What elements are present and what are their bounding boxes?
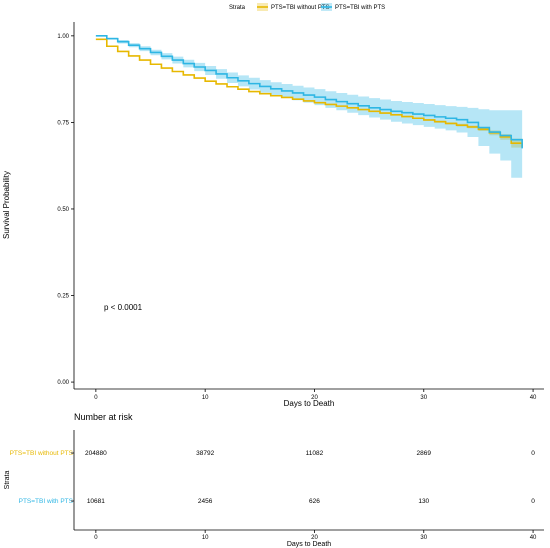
risk-row-label: PTS=TBI without PTS — [10, 450, 74, 457]
risk-count: 0 — [531, 498, 535, 505]
risk-x-tick-label: 40 — [530, 535, 537, 541]
risk-count: 2456 — [198, 498, 213, 505]
risk-count: 10681 — [87, 498, 105, 505]
legend-key-without-pts — [257, 3, 268, 11]
x-tick-label: 40 — [530, 395, 537, 401]
survival-line-series-0 — [95, 38, 523, 147]
y-tick-label: 0.00 — [57, 380, 69, 386]
risk-table: PTS=TBI without PTS 204880 38792 11082 2869 0… — [10, 450, 536, 505]
y-tick-label: 1.00 — [57, 34, 69, 40]
survival-line-series-1 — [95, 35, 523, 149]
y-ticks: 0.00 0.25 0.50 0.75 1.00 — [57, 34, 74, 386]
risk-y-axis-label: Strata — [4, 471, 11, 490]
risk-table-title: Number at risk — [74, 412, 133, 422]
legend-label-without-pts: PTS=TBI without PTS — [271, 5, 330, 11]
plot-area — [95, 35, 523, 178]
risk-x-tick-label: 30 — [420, 535, 427, 541]
legend-key-with-pts — [321, 3, 332, 11]
risk-count: 38792 — [196, 450, 214, 457]
risk-count: 204880 — [85, 450, 107, 457]
x-tick-label: 10 — [202, 395, 209, 401]
x-ticks: 0 10 20 30 40 — [94, 389, 537, 401]
risk-count: 2869 — [417, 450, 432, 457]
x-tick-label: 0 — [94, 395, 98, 401]
risk-x-axis-label: Days to Death — [287, 541, 331, 548]
y-axis-label: Survival Probability — [2, 171, 11, 239]
risk-count: 0 — [531, 450, 535, 457]
y-tick-label: 0.50 — [57, 207, 69, 213]
risk-x-tick-label: 20 — [311, 535, 318, 541]
ci-band-series-1 — [95, 35, 523, 178]
risk-x-ticks: 0 10 20 30 40 — [94, 530, 537, 541]
risk-count: 130 — [418, 498, 429, 505]
legend-label-with-pts: PTS=TBI with PTS — [335, 5, 385, 11]
x-axis-label: Days to Death — [284, 399, 335, 408]
legend: Strata PTS=TBI without PTS PTS=TBI with … — [229, 3, 385, 11]
risk-count: 11082 — [306, 450, 324, 457]
risk-row-label: PTS=TBI with PTS — [19, 498, 74, 505]
p-value-annotation: p < 0.0001 — [104, 303, 143, 312]
legend-title: Strata — [229, 5, 246, 11]
y-tick-label: 0.75 — [57, 120, 69, 126]
risk-x-tick-label: 10 — [202, 535, 209, 541]
risk-count: 626 — [309, 498, 320, 505]
x-tick-label: 30 — [420, 395, 427, 401]
x-tick-label: 20 — [311, 395, 318, 401]
risk-x-tick-label: 0 — [94, 535, 98, 541]
y-tick-label: 0.25 — [57, 294, 69, 300]
